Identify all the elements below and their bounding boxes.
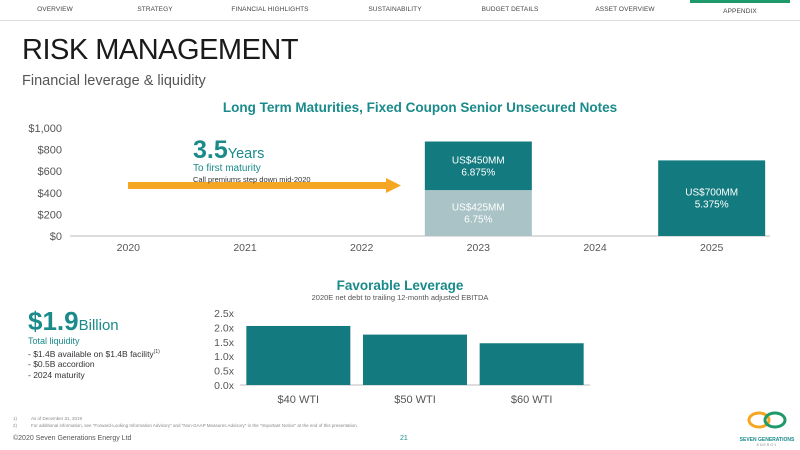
liquidity-value: $1.9Billion — [28, 306, 119, 337]
nav-item-budget-details[interactable]: BUDGET DETAILS — [481, 6, 539, 13]
maturities-chart: $0 $200 $400 $600 $800 $1,000 2020 2021 2022 2023… — [28, 123, 770, 254]
logo-text: SEVEN GENERATIONS — [739, 437, 795, 443]
y-tick-label: $800 — [38, 145, 62, 157]
logo-infinity-icon — [747, 411, 787, 429]
x-tick-label: 2020 — [117, 242, 141, 254]
maturity-callout-label: To first maturity — [193, 163, 261, 174]
x-tick-label: 2021 — [233, 242, 257, 254]
nav-item-financial-highlights[interactable]: FINANCIAL HIGHLIGHTS — [231, 6, 309, 13]
data-label: US$450MM 6.875% — [452, 155, 505, 178]
liquidity-unit: Billion — [78, 317, 119, 334]
y-tick-label: 1.0x — [214, 351, 235, 363]
maturity-callout-value: 3.5Years — [193, 136, 264, 165]
page-subtitle: Financial leverage & liquidity — [22, 73, 206, 89]
liquidity-bullet: - $1.4B available on $1.4B facility(1) — [28, 348, 160, 359]
y-tick-label: 0.5x — [214, 366, 235, 378]
liquidity-bullet: - $0.5B accordion — [28, 359, 95, 370]
footnotes: 1) As of December 31, 2019 2) For addition… — [13, 415, 358, 429]
y-tick-label: $0 — [50, 231, 62, 243]
bar-segment — [658, 160, 766, 236]
x-tick-label: 2025 — [700, 242, 724, 254]
bar-segment — [424, 141, 532, 191]
page-number: 21 — [400, 435, 408, 442]
bar — [363, 334, 467, 385]
liquidity-bullets: - $1.4B available on $1.4B facility(1) -… — [28, 347, 160, 380]
liquidity-bullet: - 2024 maturity — [28, 369, 85, 380]
data-label: US$700MM 5.375% — [685, 188, 738, 211]
footnote: 1) As of December 31, 2019 — [13, 416, 83, 421]
maturities-chart-title: Long Term Maturities, Fixed Coupon Senio… — [222, 100, 618, 115]
y-tick-label: $600 — [38, 166, 62, 178]
x-tick-label: 2023 — [467, 242, 491, 254]
nav-divider — [0, 20, 800, 21]
bar-segment — [424, 190, 532, 236]
leverage-chart-subtitle: 2020E net debt to trailing 12-month adju… — [311, 293, 489, 302]
nav-item-overview[interactable]: OVERVIEW — [37, 6, 73, 13]
copyright: ©2020 Seven Generations Energy Ltd — [13, 435, 132, 442]
leverage-chart-title: Favorable Leverage — [336, 278, 464, 293]
y-tick-label: 2.0x — [214, 322, 235, 334]
top-nav: OVERVIEW STRATEGY FINANCIAL HIGHLIGHTS S… — [0, 0, 800, 20]
y-tick-label: 0.0x — [214, 380, 235, 392]
bar — [479, 343, 584, 385]
footnote-ref: (1) — [153, 349, 160, 355]
x-tick-label: 2022 — [350, 242, 374, 254]
liquidity-number: $1.9 — [28, 306, 79, 336]
y-tick-label: 2.5x — [214, 308, 235, 320]
company-logo: SEVEN GENERATIONS ENERGY — [738, 408, 796, 448]
nav-item-strategy[interactable]: STRATEGY — [137, 6, 173, 13]
data-label: US$425MM 6.75% — [452, 203, 505, 226]
y-tick-label: $1,000 — [28, 123, 62, 135]
x-tick-label: $50 WTI — [394, 394, 436, 406]
maturity-years-number: 3.5 — [193, 136, 228, 164]
y-tick-label: $200 — [38, 209, 62, 221]
nav-item-sustainability[interactable]: SUSTAINABILITY — [368, 6, 422, 13]
maturity-arrow-shaft — [128, 182, 388, 189]
maturity-years-unit: Years — [227, 146, 265, 162]
leverage-chart: 0.0x 0.5x 1.0x 1.5x 2.0x 2.5x $40 WTI $50 WTI $6… — [214, 308, 590, 406]
liquidity-label: Total liquidity — [28, 336, 80, 346]
bar — [246, 325, 351, 385]
x-tick-label: $40 WTI — [278, 394, 320, 406]
maturity-callout-note: Call premiums step down mid-2020 — [193, 175, 311, 184]
y-tick-label: $400 — [38, 188, 62, 200]
footnote: 2) For additional information, see "Forwa… — [13, 423, 358, 428]
logo-subtext: ENERGY — [756, 443, 778, 447]
maturity-arrow-head — [386, 178, 401, 193]
y-tick-label: 1.5x — [214, 337, 235, 349]
nav-item-asset-overview[interactable]: ASSET OVERVIEW — [595, 6, 655, 13]
x-tick-label: 2024 — [583, 242, 607, 254]
nav-item-appendix[interactable]: APPENDIX — [690, 0, 790, 23]
page-title: RISK MANAGEMENT — [22, 34, 299, 66]
x-tick-label: $60 WTI — [511, 394, 553, 406]
